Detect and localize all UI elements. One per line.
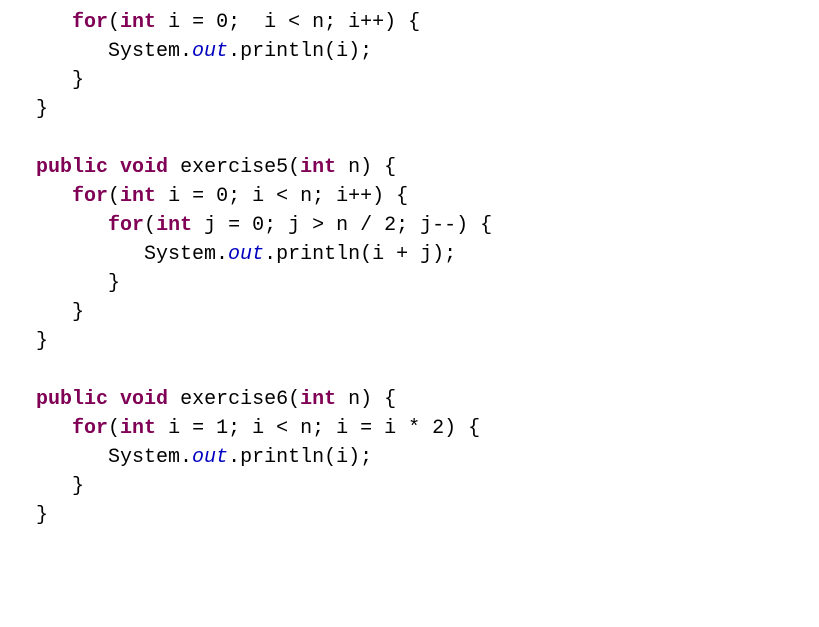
keyword-token: int: [120, 185, 156, 208]
code-token: i = 0; i < n; i++) {: [156, 185, 408, 208]
code-token: .println(i);: [228, 446, 372, 469]
keyword-token: int: [300, 156, 336, 179]
code-token: [108, 156, 120, 179]
keyword-token: void: [120, 156, 168, 179]
code-token: n) {: [336, 156, 396, 179]
code-token: }: [36, 330, 48, 353]
code-token: }: [72, 301, 84, 324]
code-token: }: [36, 98, 48, 121]
code-token: n) {: [336, 388, 396, 411]
keyword-token: public: [36, 388, 108, 411]
code-token: System.: [108, 446, 192, 469]
code-token: System.: [144, 243, 228, 266]
code-token: i = 1; i < n; i = i * 2) {: [156, 417, 480, 440]
code-token: .println(i);: [228, 40, 372, 63]
keyword-token: public: [36, 156, 108, 179]
code-token: (: [108, 417, 120, 440]
code-token: System.: [108, 40, 192, 63]
keyword-token: for: [72, 417, 108, 440]
keyword-token: int: [120, 11, 156, 34]
code-token: exercise5(: [168, 156, 300, 179]
field-token: out: [192, 446, 228, 469]
code-token: (: [144, 214, 156, 237]
keyword-token: int: [120, 417, 156, 440]
code-token: exercise6(: [168, 388, 300, 411]
code-token: }: [36, 504, 48, 527]
code-token: .println(i + j);: [264, 243, 456, 266]
keyword-token: for: [108, 214, 144, 237]
code-token: }: [72, 69, 84, 92]
field-token: out: [228, 243, 264, 266]
code-token: i = 0; i < n; i++) {: [156, 11, 420, 34]
code-token: [108, 388, 120, 411]
code-token: }: [108, 272, 120, 295]
field-token: out: [192, 40, 228, 63]
keyword-token: int: [156, 214, 192, 237]
keyword-token: int: [300, 388, 336, 411]
keyword-token: void: [120, 388, 168, 411]
code-token: (: [108, 11, 120, 34]
code-block: for(int i = 0; i < n; i++) { System.out.…: [0, 0, 819, 530]
code-token: (: [108, 185, 120, 208]
keyword-token: for: [72, 11, 108, 34]
keyword-token: for: [72, 185, 108, 208]
code-token: }: [72, 475, 84, 498]
code-token: j = 0; j > n / 2; j--) {: [192, 214, 492, 237]
